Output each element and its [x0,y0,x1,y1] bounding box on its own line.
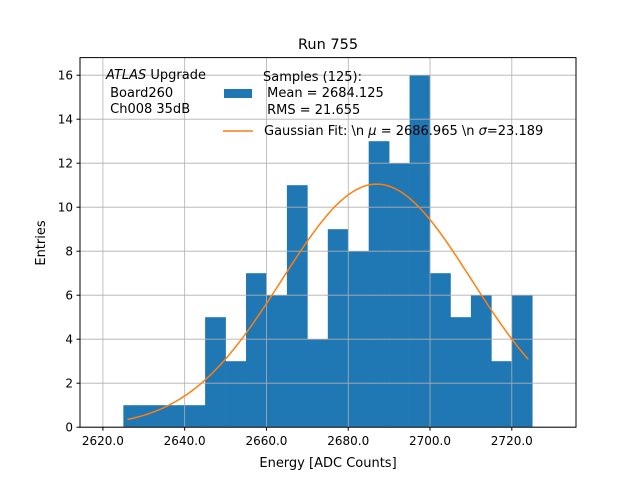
y-tick-label: 12 [58,157,73,171]
board-label: Board260 [106,86,173,101]
chart-title: Run 755 [298,37,358,53]
histogram-bar [184,405,206,428]
y-tick-label: 2 [65,377,73,391]
histogram-bar [266,295,288,428]
channel-label: Ch008 35dB [106,102,190,117]
y-tick-label: 6 [65,289,73,303]
histogram-bar [491,361,513,428]
y-axis-label: Entries [34,220,49,266]
legend-fit-label: Gaussian Fit: \n μ = 2686.965 \n σ=23.18… [264,124,543,139]
histogram-bar [450,317,472,428]
histogram-bar [143,405,165,428]
histogram-bar [368,141,390,428]
histogram-bar [225,361,247,428]
y-tick-label: 10 [58,201,73,215]
legend-hist-line2: Mean = 2684.125 [263,86,384,101]
histogram-bar [123,405,145,428]
x-axis-label: Energy [ADC Counts] [259,456,396,471]
histogram-bar [286,185,308,428]
x-tick-label: 2700.0 [409,434,451,448]
atlas-annotation: ATLAS Upgrade Board260 Ch008 35dB [105,68,206,117]
gaussian-fit-line [127,183,529,421]
svg-text:ATLAS Upgrade: ATLAS Upgrade [105,68,206,83]
atlas-italic: ATLAS [105,68,146,83]
histogram-bar [164,405,185,428]
histogram-bar [327,229,349,428]
histogram-bar [205,317,226,428]
y-tick-label: 4 [65,333,73,347]
x-ticks: 2620.0 2640.0 2660.0 2680.0 2700.0 2720.0 [82,427,533,448]
y-tick-label: 8 [65,245,73,259]
atlas-rest: Upgrade [146,68,206,83]
y-tick-label: 16 [58,69,73,83]
x-tick-label: 2660.0 [245,434,287,448]
gridlines [80,57,576,428]
x-tick-label: 2620.0 [82,434,124,448]
legend: Samples (125): Mean = 2684.125 RMS = 21.… [223,70,543,139]
legend-hist-swatch [224,89,252,98]
x-tick-label: 2720.0 [491,434,533,448]
y-tick-label: 14 [58,113,73,127]
y-ticks: 0 2 4 6 8 10 12 14 16 [58,69,80,435]
x-tick-label: 2680.0 [327,434,369,448]
x-tick-label: 2640.0 [164,434,206,448]
histogram-bar [430,273,451,428]
legend-hist-line3: RMS = 21.655 [263,103,360,118]
histogram-bar [470,295,492,428]
plot-frame [79,57,577,428]
y-tick-label: 0 [65,421,73,435]
legend-hist-line1: Samples (125): [263,70,362,85]
histogram-bar [246,273,267,428]
histogram-bar [511,295,533,428]
